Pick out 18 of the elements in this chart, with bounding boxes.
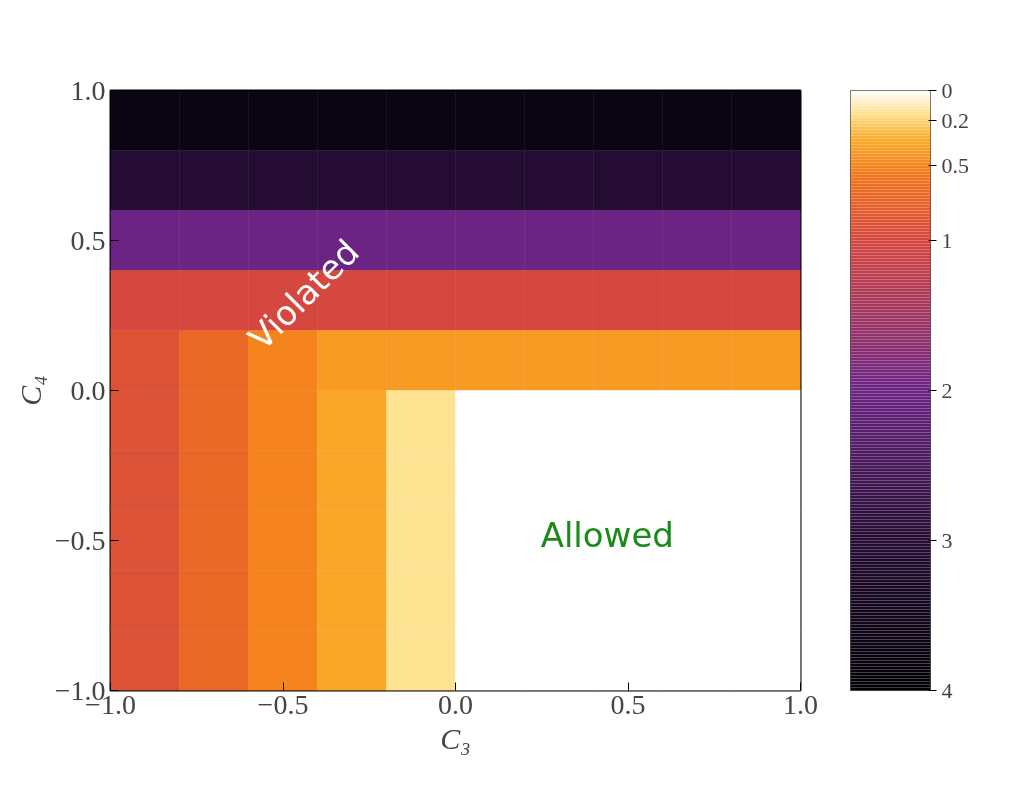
y-tick-label: −0.5 <box>54 524 106 556</box>
x-tick-label: 1.0 <box>783 688 818 720</box>
x-tick-label: 0.5 <box>610 688 646 720</box>
y-axis-title: C₄ <box>13 375 47 406</box>
color-bar-label: 4 <box>941 677 953 703</box>
color-bar-label: 1 <box>941 227 953 253</box>
y-tick-label: 0.5 <box>70 224 106 256</box>
color-bar-label: 0.2 <box>941 107 969 133</box>
color-bar-label: 0.5 <box>941 152 969 178</box>
y-tick-label: 1.0 <box>70 74 106 106</box>
annotation: Allowed <box>540 514 674 555</box>
x-axis-title: C₃ <box>440 721 471 755</box>
x-tick-label: −0.5 <box>257 688 309 720</box>
x-tick-label: 0.0 <box>438 688 473 720</box>
color-bar-label: 0 <box>941 77 953 103</box>
y-tick-label: 0.0 <box>70 374 106 406</box>
color-bar-label: 3 <box>941 527 953 553</box>
color-bar-label: 2 <box>941 377 953 403</box>
